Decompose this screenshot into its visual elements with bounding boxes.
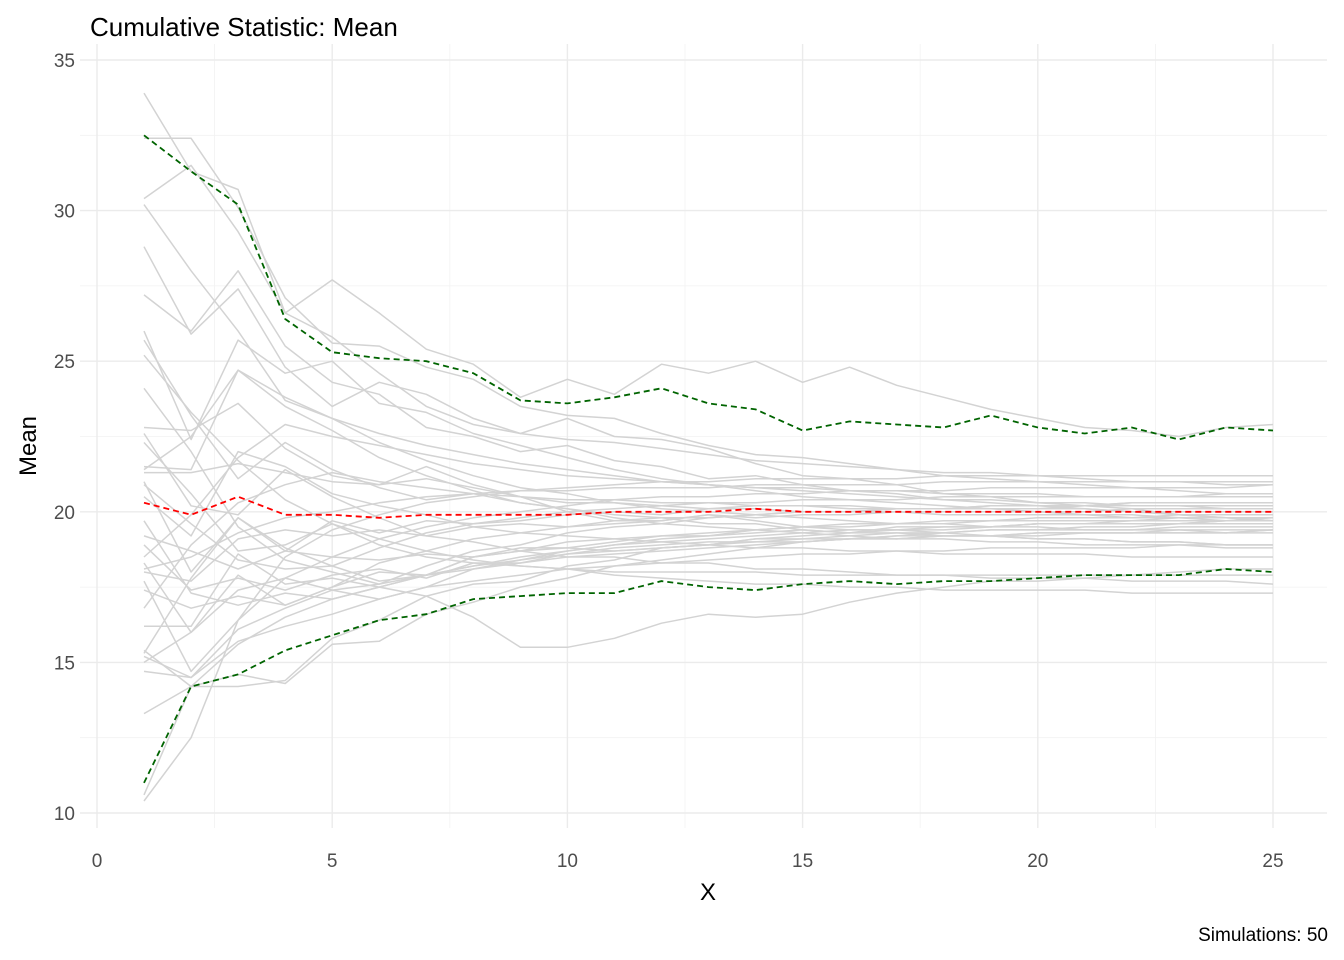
x-tick-label: 25	[1262, 851, 1283, 872]
chart-title: Cumulative Statistic: Mean	[90, 12, 398, 42]
y-tick-label: 35	[54, 51, 75, 72]
simulation-line	[143, 387, 1274, 585]
simulation-line	[143, 423, 1273, 558]
grid	[80, 44, 1327, 828]
x-tick-label: 5	[327, 851, 338, 872]
simulation-line	[143, 517, 1273, 664]
simulation-line	[143, 502, 1273, 679]
y-tick-label: 10	[54, 804, 75, 825]
y-tick-label: 15	[54, 653, 75, 674]
simulation-line	[143, 520, 1273, 606]
y-axis-ticks: 10 15 20 25 30 35	[54, 51, 75, 825]
simulation-line	[144, 553, 1273, 649]
simulation-line	[143, 474, 1273, 802]
y-tick-label: 30	[54, 202, 75, 223]
y-tick-label: 25	[54, 352, 75, 373]
simulation-line	[143, 369, 1273, 549]
y-tick-label: 20	[54, 503, 75, 524]
x-tick-label: 10	[557, 851, 578, 872]
x-tick-label: 15	[792, 851, 813, 872]
simulation-line	[143, 483, 1274, 673]
simulation-line	[143, 508, 1273, 582]
caption: Simulations: 50	[1198, 925, 1328, 946]
x-axis-title: X	[700, 879, 716, 906]
simulation-line	[143, 523, 1273, 715]
upper-bound-line	[143, 134, 1274, 441]
simulation-line	[143, 92, 1273, 486]
y-axis-title: Mean	[15, 416, 42, 476]
x-tick-label: 0	[92, 851, 103, 872]
simulation-line	[144, 137, 1273, 495]
simulation-line	[143, 480, 1273, 570]
mean-line	[143, 495, 1273, 519]
simulation-line	[143, 450, 1273, 558]
simulation-line	[143, 492, 1273, 654]
x-axis-ticks: 0 5 10 15 20 25	[92, 851, 1284, 872]
simulation-line	[143, 164, 1274, 438]
simulation-line	[143, 330, 1273, 522]
lower-bound-line	[143, 568, 1274, 784]
simulation-line	[143, 354, 1273, 594]
reference-lines	[143, 134, 1274, 784]
simulation-lines	[143, 92, 1274, 802]
simulation-line	[143, 517, 1274, 688]
x-tick-label: 20	[1027, 851, 1048, 872]
simulation-line	[143, 514, 1273, 679]
simulation-line	[143, 204, 1273, 510]
